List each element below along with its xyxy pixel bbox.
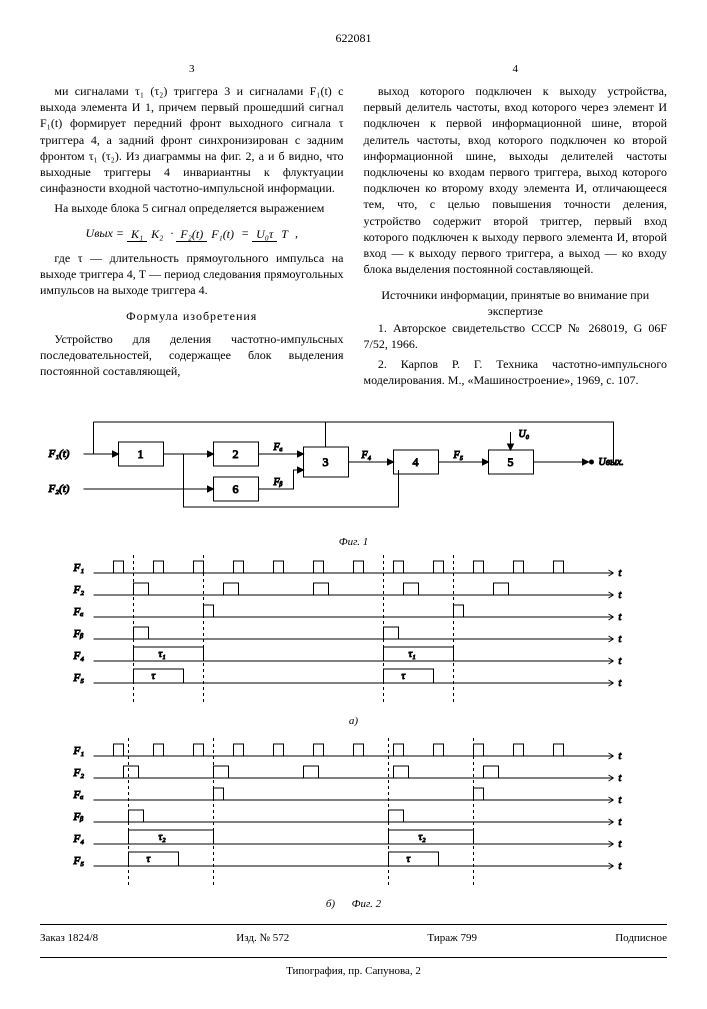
left-p4: Устройство для деления частотно-импульсн… — [40, 331, 344, 380]
formula-eq: = — [241, 226, 249, 240]
svg-text:t: t — [619, 839, 622, 850]
right-column: 4 выход которого подключен к выходу устр… — [364, 62, 668, 392]
footer-edition: Изд. № 572 — [236, 931, 289, 946]
svg-text:Fᵦ: Fᵦ — [73, 628, 84, 640]
timing-a-svg: F₁ t F₂ t Fₐ t — [40, 555, 667, 705]
svg-text:t: t — [619, 590, 622, 601]
formula: Uвых = K₁K₂ · F₂(t)F₁(t) = U₀τT , — [40, 225, 344, 242]
svg-text:F₁: F₁ — [73, 562, 85, 574]
formula-f2: F₂(t) — [176, 227, 207, 242]
svg-text:τ₁: τ₁ — [159, 649, 166, 660]
left-p1: ми сигналами τ₁ (τ₂) триггера 3 и сигнал… — [40, 83, 344, 196]
svg-text:τ: τ — [147, 854, 151, 865]
svg-text:t: t — [619, 795, 622, 806]
svg-text:3: 3 — [323, 455, 329, 469]
svg-text:t: t — [619, 656, 622, 667]
svg-text:2: 2 — [233, 447, 239, 461]
right-p1: выход которого подключен к выходу устрой… — [364, 83, 668, 277]
left-p2: На выходе блока 5 сигнал определяется вы… — [40, 200, 344, 216]
svg-text:F₁(t): F₁(t) — [48, 448, 70, 460]
svg-text:F₅: F₅ — [73, 855, 85, 867]
svg-text:F₁: F₁ — [73, 745, 85, 757]
svg-text:t: t — [619, 861, 622, 872]
svg-text:F₅: F₅ — [453, 450, 464, 461]
svg-text:F₄: F₄ — [361, 450, 372, 461]
claims-title: Формула изобретения — [40, 308, 344, 324]
doc-number: 622081 — [40, 30, 667, 46]
svg-text:Fₐ: Fₐ — [73, 789, 84, 801]
timing-b: F₁ t F₂ t Fₐ t Fᵦ — [40, 738, 667, 892]
ref1: 1. Авторское свидетельство СССР № 268019… — [364, 320, 668, 352]
formula-k1: K₁ — [127, 227, 147, 242]
formula-comma: , — [295, 226, 298, 240]
svg-text:τ₂: τ₂ — [419, 832, 427, 843]
sub-b-fig2: б) Фиг. 2 — [40, 897, 667, 912]
footer-circ: Тираж 799 — [427, 931, 477, 946]
svg-text:t: t — [619, 634, 622, 645]
svg-text:5: 5 — [508, 455, 514, 469]
footer-rule — [40, 924, 667, 925]
left-p3: где τ — длительность прямоугольного импу… — [40, 250, 344, 299]
svg-text:Uвых.: Uвых. — [599, 457, 624, 468]
sub-b: б) — [326, 898, 335, 910]
fig1-label: Фиг. 1 — [40, 535, 667, 550]
svg-text:Fₐ: Fₐ — [73, 606, 84, 618]
svg-text:t: t — [619, 817, 622, 828]
left-column: 3 ми сигналами τ₁ (τ₂) триггера 3 и сигн… — [40, 62, 344, 392]
sub-a: а) — [40, 714, 667, 729]
svg-text:t: t — [619, 773, 622, 784]
svg-text:4: 4 — [413, 455, 419, 469]
svg-text:Fᵦ: Fᵦ — [273, 477, 283, 488]
svg-text:6: 6 — [233, 482, 239, 496]
svg-text:t: t — [619, 612, 622, 623]
svg-text:τ₂: τ₂ — [159, 832, 167, 843]
svg-text:t: t — [619, 568, 622, 579]
timing-b-svg: F₁ t F₂ t Fₐ t Fᵦ — [40, 738, 667, 888]
svg-text:F₂: F₂ — [73, 584, 85, 596]
formula-f1: F₁(t) — [207, 227, 238, 241]
svg-text:U₀: U₀ — [519, 429, 530, 440]
formula-lhs: Uвых = — [86, 226, 124, 240]
svg-text:Fᵦ: Fᵦ — [73, 811, 84, 823]
svg-text:F₄: F₄ — [73, 833, 85, 845]
footer-typo: Типография, пр. Сапунова, 2 — [40, 964, 667, 979]
footer-order: Заказ 1824/8 — [40, 931, 98, 946]
svg-text:F₄: F₄ — [73, 650, 85, 662]
svg-text:τ₁: τ₁ — [409, 649, 416, 660]
col-num-right: 4 — [364, 62, 668, 77]
timing-a: F₁ t F₂ t Fₐ t — [40, 555, 667, 709]
svg-text:t: t — [619, 678, 622, 689]
ref2: 2. Карпов Р. Г. Техника частотно-импульс… — [364, 356, 668, 388]
svg-text:F₂: F₂ — [73, 767, 85, 779]
svg-text:t: t — [619, 751, 622, 762]
text-columns: 3 ми сигналами τ₁ (τ₂) триггера 3 и сигн… — [40, 62, 667, 392]
svg-text:τ: τ — [402, 671, 406, 682]
footer-rule-2 — [40, 957, 667, 958]
refs-title: Источники информации, принятые во вниман… — [364, 287, 668, 319]
fig2-label: Фиг. 2 — [352, 898, 382, 910]
svg-text:Fₐ: Fₐ — [273, 442, 283, 453]
svg-text:F₂(t): F₂(t) — [48, 483, 70, 495]
svg-text:F₅: F₅ — [73, 672, 85, 684]
svg-text:1: 1 — [138, 447, 144, 461]
footer-row: Заказ 1824/8 Изд. № 572 Тираж 799 Подпис… — [40, 931, 667, 946]
diagram-svg: F₁(t) 1 2 Fₐ F₂(t) 6 — [40, 412, 667, 522]
block-diagram: F₁(t) 1 2 Fₐ F₂(t) 6 — [40, 412, 667, 526]
footer-sub: Подписное — [615, 931, 667, 946]
formula-T: T — [277, 227, 292, 241]
formula-k2: K₂ — [147, 227, 167, 241]
col-num-left: 3 — [40, 62, 344, 77]
formula-u0t: U₀τ — [252, 227, 277, 242]
svg-text:τ: τ — [407, 854, 411, 865]
svg-text:τ: τ — [152, 671, 156, 682]
